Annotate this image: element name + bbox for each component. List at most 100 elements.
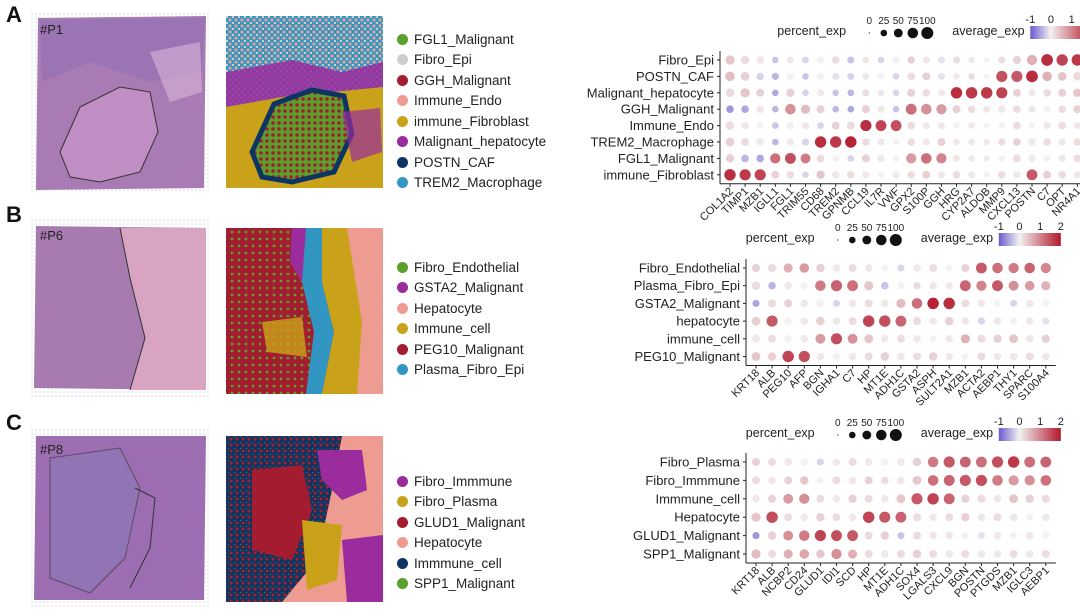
dot-point: [801, 122, 810, 130]
dot-point: [945, 282, 953, 290]
dot-point: [847, 105, 855, 113]
dot-point: [961, 532, 969, 540]
dot-point: [998, 155, 1006, 162]
dot-point: [877, 138, 885, 146]
dot-point: [961, 263, 970, 273]
legend-item: Immune_cell: [397, 319, 524, 340]
legend-label: immune_Fibroblast: [414, 113, 529, 129]
dot-point: [907, 72, 915, 81]
dot-point: [968, 122, 975, 129]
dot-point: [1009, 352, 1018, 361]
dot-point: [1028, 105, 1036, 113]
dot-point: [802, 89, 809, 97]
dot-point: [961, 549, 970, 559]
he-tissue-image-c: #P8: [30, 428, 210, 608]
dot-point: [928, 352, 938, 361]
dot-point: [816, 352, 825, 361]
color-legend-title: average_exp: [921, 426, 993, 440]
dot-point: [950, 87, 963, 99]
dot-point: [741, 137, 750, 147]
dot-point: [864, 476, 873, 485]
dot-point: [1024, 280, 1035, 291]
dot-point: [786, 122, 794, 130]
dot-point: [877, 89, 885, 97]
dot-point: [967, 105, 976, 113]
dot-point: [846, 121, 855, 130]
dot-point: [816, 154, 825, 163]
color-legend-tick-label: 0: [1016, 221, 1022, 233]
dot-point: [832, 458, 841, 466]
size-legend-dot: [889, 429, 902, 441]
size-legend-label: 25: [847, 418, 859, 429]
legend-item: immune_Fibroblast: [397, 111, 546, 132]
dot-point: [945, 513, 954, 522]
dot-point: [1043, 154, 1051, 162]
dot-point: [771, 72, 779, 80]
dot-point: [1025, 550, 1034, 558]
color-legend-tick-label: 0: [1016, 416, 1022, 428]
dot-point: [993, 513, 1002, 522]
dot-point: [816, 476, 824, 484]
legend-label: GLUD1_Malignant: [414, 514, 526, 530]
dot-point: [1024, 475, 1035, 486]
dot-point: [881, 458, 889, 466]
dot-point: [832, 264, 841, 272]
dot-point: [936, 104, 947, 115]
dot-point: [965, 87, 978, 99]
dot-point: [959, 280, 971, 292]
dot-point: [767, 263, 777, 273]
dot-point: [993, 317, 1002, 325]
dot-point: [897, 458, 905, 466]
legend-item: Malignant_hepatocyte: [397, 132, 546, 153]
dot-point: [896, 549, 905, 559]
legend-item: Fibro_Plasma: [397, 492, 525, 513]
dot-point: [1025, 299, 1034, 308]
dot-point: [768, 457, 777, 467]
color-legend-tick-label: 1: [1037, 416, 1043, 428]
dot-point: [953, 138, 960, 146]
dot-point: [864, 549, 873, 559]
dot-point: [1025, 317, 1034, 325]
dot-point: [877, 73, 885, 80]
size-legend-label: 0: [835, 223, 841, 234]
dot-point: [881, 264, 889, 272]
legend-item: PEG10_Malignant: [397, 339, 524, 360]
dot-point: [1073, 122, 1080, 130]
legend-swatch: [397, 74, 408, 86]
dot-point: [801, 138, 810, 146]
dot-point: [799, 530, 810, 541]
dot-point: [816, 316, 825, 326]
dot-point: [800, 299, 809, 308]
dot-point: [784, 513, 793, 522]
dot-point: [968, 138, 975, 146]
dot-point: [751, 316, 761, 326]
dot-point: [862, 511, 875, 523]
legend-swatch: [397, 516, 408, 528]
dot-point: [772, 122, 779, 129]
dot-point: [782, 350, 794, 363]
dot-point: [816, 458, 824, 466]
dot-point: [959, 456, 971, 468]
size-legend-dot: [880, 29, 888, 37]
dot-point: [772, 138, 779, 146]
y-tick-label: immune_Fibroblast: [603, 167, 714, 182]
y-tick-label: POSTN_CAF: [636, 69, 714, 84]
dot-point: [1042, 352, 1050, 361]
dot-point: [992, 475, 1003, 486]
dot-point: [880, 531, 890, 540]
y-tick-label: Immune_Endo: [629, 118, 714, 133]
color-legend-tick-label: 0: [1048, 14, 1054, 26]
dot-point: [1058, 88, 1067, 97]
legend-swatch: [397, 557, 408, 569]
dot-point: [725, 71, 735, 82]
size-legend-label: 75: [876, 418, 888, 429]
legend-swatch: [397, 343, 408, 355]
color-legend-tick-label: 2: [1058, 416, 1064, 428]
dot-point: [784, 476, 793, 485]
dot-point: [726, 105, 734, 113]
dot-point: [786, 56, 794, 64]
dot-point: [741, 105, 749, 113]
dot-point: [912, 352, 922, 361]
legend-swatch: [397, 302, 408, 314]
dot-point: [1042, 317, 1050, 325]
